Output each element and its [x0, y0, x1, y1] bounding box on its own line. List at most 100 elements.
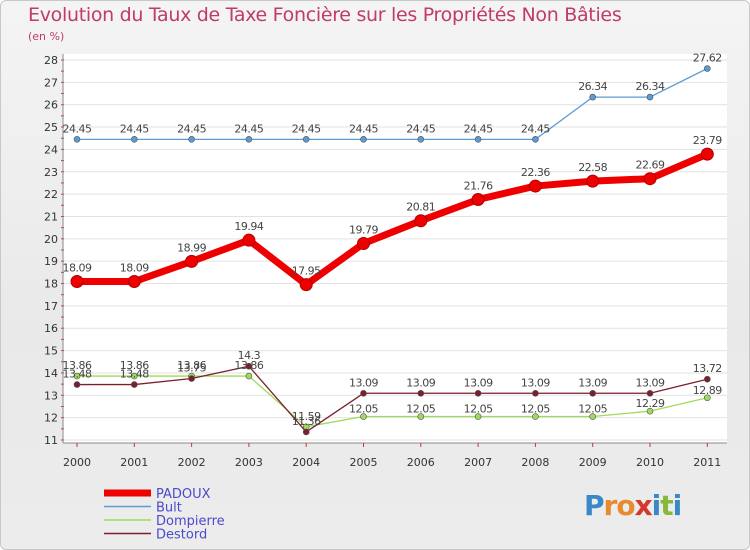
data-label: 13.86: [120, 359, 149, 372]
data-label: 22.36: [521, 166, 550, 179]
legend-label: Destord: [156, 528, 207, 543]
data-label: 13.48: [63, 368, 92, 381]
data-point: [700, 147, 714, 161]
data-point: [703, 394, 711, 402]
data-point: [474, 136, 482, 143]
series-line: [77, 150, 709, 289]
data-point: [360, 389, 367, 397]
data-point: [528, 179, 542, 193]
y-tick-label: 16: [44, 322, 58, 335]
data-point: [299, 278, 313, 292]
data-point: [302, 428, 310, 436]
legend-label: Dompierre: [156, 514, 225, 529]
data-point: [245, 362, 253, 370]
data-point: [589, 389, 597, 397]
data-point: [131, 136, 138, 143]
x-tick-label: 2001: [120, 456, 148, 469]
data-label: 23.79: [693, 134, 722, 147]
data-labels-layer: 18.09 18.09 18.99 19.94 17.95 19.79 20.81 21.76…: [63, 51, 723, 427]
data-point: [360, 136, 367, 143]
data-point: [357, 237, 370, 251]
data-label: 18.09: [120, 262, 149, 275]
data-label: 13.75: [177, 362, 206, 375]
data-label: 21.76: [464, 179, 493, 192]
x-tick-label: 2009: [579, 456, 607, 469]
data-label: 18.09: [63, 262, 92, 275]
data-label: 24.45: [63, 122, 92, 135]
data-label: 13.48: [120, 368, 149, 381]
y-tick-label: 11: [44, 434, 58, 447]
data-label: 11.36: [292, 415, 321, 428]
series-line: [77, 375, 708, 428]
y-tick-label: 23: [44, 166, 58, 179]
data-label: 26.34: [636, 80, 665, 93]
data-point: [646, 389, 654, 397]
x-tick-label: 2008: [521, 456, 549, 469]
series-destord: [73, 362, 711, 436]
chart-title: Evolution du Taux de Taxe Foncière sur l…: [28, 4, 622, 26]
data-label: 14.3: [238, 349, 261, 362]
data-label: 19.94: [234, 220, 263, 233]
y-tick-label: 20: [44, 233, 58, 246]
data-point: [646, 93, 654, 101]
x-tick-label: 2010: [636, 456, 664, 469]
data-label: 24.45: [234, 122, 263, 135]
y-axis-unit: (en %): [28, 30, 65, 43]
data-label: 24.45: [406, 122, 435, 135]
series-dompierre: [73, 372, 711, 431]
data-label: 13.09: [636, 376, 665, 389]
data-label: 12.05: [521, 403, 550, 416]
plot-area: [63, 54, 727, 443]
x-tick-label: 2002: [178, 456, 206, 469]
data-label: 24.45: [177, 122, 206, 135]
data-label: 13.09: [578, 376, 607, 389]
data-point: [73, 136, 81, 143]
data-label: 13.86: [63, 359, 92, 372]
data-label: 12.05: [464, 403, 493, 416]
data-point: [360, 413, 367, 420]
x-tick-label: 2003: [235, 456, 263, 469]
y-tick-label: 21: [44, 210, 58, 223]
data-label: 13.72: [693, 362, 722, 375]
data-point: [302, 136, 310, 143]
grid-lines: [63, 59, 727, 441]
y-tick-label: 15: [44, 345, 58, 358]
x-tick-label: 2000: [63, 456, 91, 469]
data-label: 24.45: [120, 122, 149, 135]
data-label: 12.29: [636, 397, 665, 410]
data-label: 13.09: [464, 376, 493, 389]
y-tick-label: 18: [44, 278, 58, 291]
x-tick-label: 2004: [292, 456, 320, 469]
data-point: [532, 136, 539, 143]
data-label: 24.45: [292, 122, 321, 135]
data-point: [643, 172, 657, 186]
x-tick-label: 2005: [350, 456, 378, 469]
data-label: 24.45: [521, 122, 550, 135]
data-point: [245, 372, 253, 380]
data-label: 22.58: [578, 161, 607, 174]
series-bult: [73, 65, 711, 143]
data-label: 27.62: [693, 51, 722, 64]
x-tick-label: 2006: [407, 456, 435, 469]
data-point: [131, 381, 138, 388]
data-point: [70, 275, 84, 289]
data-point: [532, 413, 539, 420]
y-tick-label: 14: [44, 367, 58, 380]
y-tick-label: 22: [44, 188, 58, 201]
data-label: 12.05: [349, 403, 378, 416]
data-label: 17.95: [292, 265, 321, 278]
series-line: [77, 67, 708, 141]
data-point: [471, 192, 485, 206]
data-label: 13.86: [234, 359, 263, 372]
data-point: [417, 136, 425, 143]
legend-label: Bult: [156, 501, 182, 516]
data-label: 18.99: [177, 241, 206, 254]
data-point: [474, 413, 482, 420]
proxiti-logo: Proxiti: [584, 489, 682, 522]
data-point: [188, 136, 195, 143]
data-point: [245, 136, 253, 143]
data-label: 13.09: [521, 376, 550, 389]
series-padoux: [70, 147, 714, 292]
